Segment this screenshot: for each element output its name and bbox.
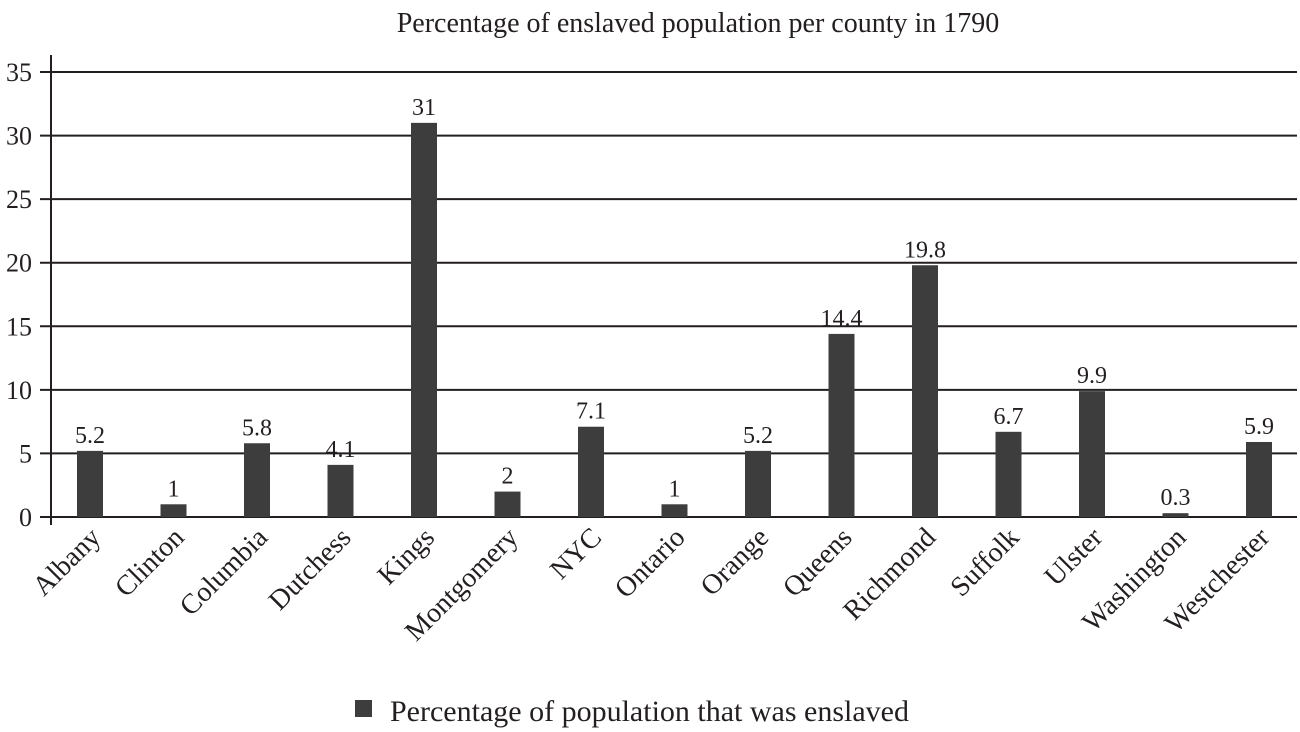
x-tick-label: Albany [27, 522, 107, 602]
x-tick-label: Dutchess [263, 522, 358, 617]
y-axis-ticks: 0 5 10 15 20 25 30 35 [6, 58, 32, 532]
y-tick-label: 30 [6, 122, 32, 151]
legend-label: Percentage of population that was enslav… [390, 695, 909, 728]
data-label: 31 [412, 95, 436, 121]
data-label: 1 [168, 476, 180, 502]
y-tick-label: 20 [6, 249, 32, 278]
data-label: 7.1 [576, 399, 606, 425]
x-tick-label: Columbia [174, 522, 274, 622]
x-tick-label: Queens [777, 522, 858, 603]
bars [77, 122, 1272, 517]
data-label: 5.2 [75, 423, 105, 449]
bar-queens [828, 333, 855, 517]
x-tick-label: Ulster [1039, 522, 1110, 593]
y-tick-label: 35 [6, 58, 32, 87]
bar-suffolk [995, 431, 1022, 517]
bar-albany [77, 450, 103, 517]
legend-swatch [355, 700, 372, 717]
bar-montgomery [494, 491, 521, 517]
y-tick-label: 15 [6, 312, 32, 341]
data-label: 14.4 [821, 306, 863, 332]
legend: Percentage of population that was enslav… [355, 695, 909, 728]
bar-nyc [578, 426, 604, 517]
bar-clinton [160, 504, 187, 517]
chart-title: Percentage of enslaved population per co… [397, 8, 1000, 39]
data-label: 9.9 [1077, 363, 1107, 389]
data-label: 2 [502, 464, 514, 490]
data-label: 5.8 [242, 415, 272, 441]
bar-richmond [912, 265, 938, 517]
data-label: 0.3 [1161, 485, 1191, 511]
data-label: 1 [669, 476, 681, 502]
bar-westchester [1246, 441, 1272, 517]
y-tick-label: 5 [19, 439, 32, 468]
x-tick-label: Richmond [838, 522, 942, 626]
bar-kings [411, 122, 437, 517]
bar-orange [745, 450, 771, 517]
bar-ulster [1079, 391, 1105, 517]
bar-washington [1162, 513, 1189, 517]
bar-ontario [661, 504, 688, 517]
x-tick-label: Suffolk [944, 522, 1025, 603]
bar-dutchess [327, 464, 354, 517]
x-tick-label: Clinton [109, 522, 190, 603]
y-tick-label: 0 [19, 503, 32, 532]
data-label: 5.2 [743, 423, 773, 449]
data-label: 4.1 [326, 437, 356, 463]
x-tick-label: NYC [544, 522, 608, 586]
bar-columbia [244, 443, 270, 517]
gridlines [40, 71, 1297, 518]
y-tick-label: 10 [6, 376, 32, 405]
data-labels: 5.2 1 5.8 4.1 31 2 7.1 1 5.2 14.4 19.8 6.7 9.9 0.3 5.9 [75, 95, 1274, 511]
data-label: 6.7 [994, 404, 1024, 430]
x-tick-label: Orange [695, 522, 775, 602]
data-label: 19.8 [904, 237, 946, 263]
y-tick-label: 25 [6, 185, 32, 214]
data-label: 5.9 [1244, 414, 1274, 440]
x-tick-label: Ontario [609, 522, 691, 604]
x-tick-label: Kings [372, 522, 441, 591]
